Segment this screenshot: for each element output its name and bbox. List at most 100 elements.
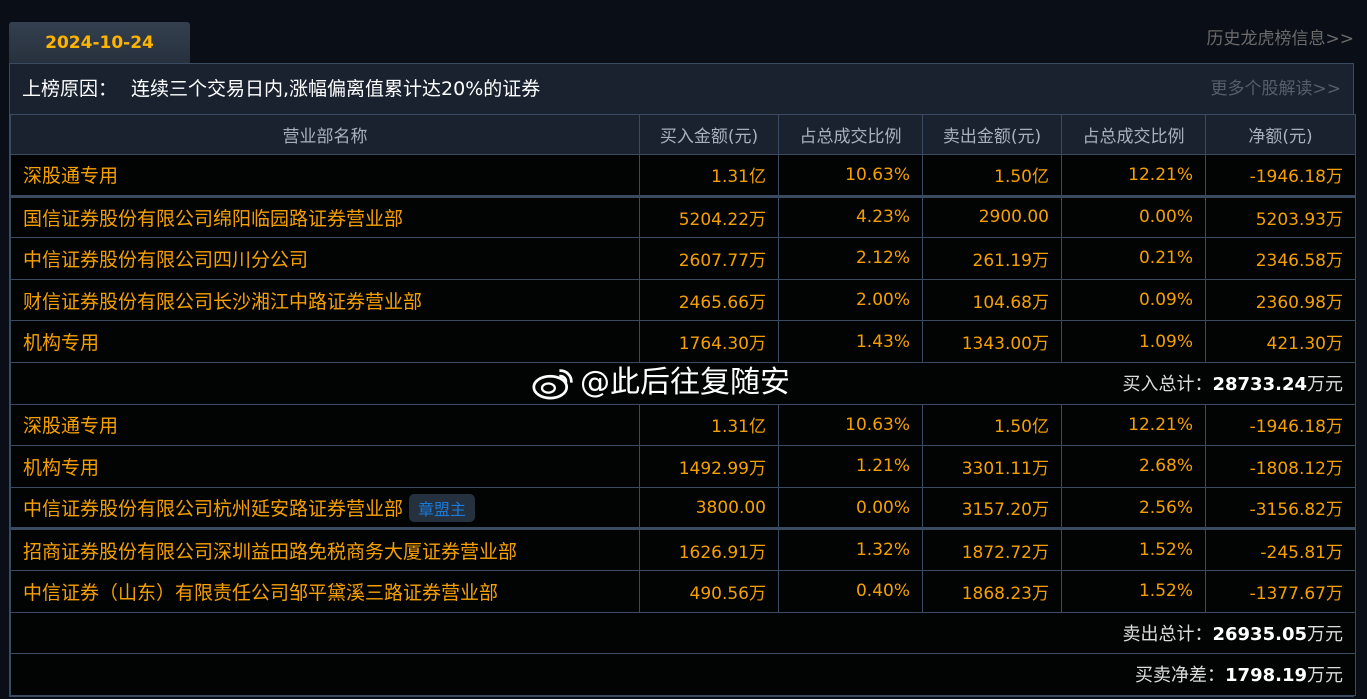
table-row[interactable]: 财信证券股份有限公司长沙湘江中路证券营业部 2465.66万 2.00% 104.68… [10, 278, 1356, 322]
broker-badge[interactable]: 章盟主 [409, 493, 476, 522]
cell-text: 2360.98万 [1255, 292, 1343, 313]
total-label: 买入总计： [1122, 374, 1213, 396]
broker-name: 国信证券股份有限公司绵阳临园路证券营业部 [10, 195, 640, 239]
total-unit: 万元 [1307, 665, 1343, 687]
cell-value: -1946.18万 [1205, 403, 1356, 447]
watermark: @此后往复随安 [532, 365, 790, 401]
cell-text: 2607.77万 [678, 250, 766, 271]
cell-value: 1764.30万 [639, 320, 779, 363]
table-row[interactable]: 深股通专用 1.31亿 10.63% 1.50亿 12.21% -1946.18万 [10, 403, 1356, 447]
cell-value: -1946.18万 [1205, 154, 1356, 198]
cell-value: 0.09% [1061, 278, 1206, 322]
net-total-row-cell: 买卖净差：1798.19万元 [10, 653, 1356, 696]
cell-text: 1.52% [1138, 581, 1193, 602]
table-row[interactable]: 中信证券（山东）有限责任公司邹平黛溪三路证券营业部 490.56万 0.40% 186… [10, 569, 1356, 613]
table-header: 营业部名称 买入金额(元) 占总成交比例 卖出金额(元) 占总成交比例 净额(元) [10, 114, 1356, 155]
cell-value: 2607.77万 [639, 237, 779, 280]
cell-text: 中信证券股份有限公司杭州延安路证券营业部 [23, 497, 404, 520]
cell-value: 1.32% [778, 528, 923, 571]
cell-text: 10.63% [845, 414, 910, 435]
cell-value: -245.81万 [1205, 528, 1356, 571]
cell-text: 深股通专用 [23, 415, 119, 438]
cell-text: 1.31亿 [711, 417, 766, 438]
broker-name: 财信证券股份有限公司长沙湘江中路证券营业部 [10, 278, 640, 322]
cell-value: 1.09% [1061, 320, 1206, 363]
table-row[interactable]: 中信证券股份有限公司杭州延安路证券营业部 章盟主 3800.00 0.00% 3157.… [10, 486, 1356, 531]
cell-value: 4.23% [778, 195, 923, 239]
cell-text: 1868.23万 [961, 583, 1049, 604]
cell-value: 1.52% [1061, 528, 1206, 571]
cell-value: 10.63% [778, 154, 923, 198]
cell-text: -1946.18万 [1249, 167, 1343, 188]
cell-value: 1626.91万 [639, 528, 779, 571]
cell-value: 1868.23万 [922, 569, 1062, 613]
cell-text: 2.68% [1138, 456, 1193, 477]
date-tab[interactable]: 2024-10-24 [9, 22, 190, 64]
cell-text: 261.19万 [972, 250, 1049, 271]
more-link[interactable]: 更多个股解读>> [1210, 79, 1342, 99]
broker-name: 中信证券（山东）有限责任公司邹平黛溪三路证券营业部 [10, 569, 640, 613]
sell-total-row-cell: 卖出总计：26935.05万元 [10, 611, 1356, 655]
cell-text: 12.21% [1128, 164, 1193, 185]
cell-text: 1492.99万 [678, 458, 766, 479]
cell-text: 3800.00 [695, 497, 766, 518]
cell-text: 421.30万 [1266, 334, 1343, 355]
cell-value: 5204.22万 [639, 195, 779, 239]
cell-value: 0.21% [1061, 237, 1206, 280]
cell-value: 2.56% [1061, 486, 1206, 531]
column-header: 卖出金额(元) [922, 114, 1062, 155]
broker-name: 深股通专用 [10, 403, 640, 447]
cell-text: 1.43% [855, 331, 910, 352]
cell-value: 3800.00 [639, 486, 779, 531]
table-row[interactable]: 深股通专用 1.31亿 10.63% 1.50亿 12.21% -1946.18万 [10, 154, 1356, 198]
table-row[interactable]: 中信证券股份有限公司四川分公司 2607.77万 2.12% 261.19万 0.21%… [10, 237, 1356, 280]
cell-text: 1.50亿 [994, 417, 1049, 438]
cell-text: 国信证券股份有限公司绵阳临园路证券营业部 [23, 207, 404, 230]
cell-value: 261.19万 [922, 237, 1062, 280]
cell-value: 2.00% [778, 278, 923, 322]
table-row[interactable]: 国信证券股份有限公司绵阳临园路证券营业部 5204.22万 4.23% 2900.00… [10, 195, 1356, 239]
broker-name: 中信证券股份有限公司杭州延安路证券营业部 章盟主 [10, 486, 640, 531]
table-row[interactable]: 招商证券股份有限公司深圳益田路免税商务大厦证券营业部 1626.91万 1.32% 1… [10, 528, 1356, 571]
cell-text: 0.21% [1138, 248, 1193, 269]
cell-value: 1.50亿 [922, 154, 1062, 198]
cell-text: 机构专用 [23, 456, 100, 479]
cell-value: 1492.99万 [639, 445, 779, 488]
cell-text: 2900.00 [978, 207, 1049, 228]
cell-value: -1808.12万 [1205, 445, 1356, 488]
watermark-text: @此后往复随安 [580, 365, 790, 400]
table-row[interactable]: 机构专用 1764.30万 1.43% 1343.00万 1.09% 421.30万 [10, 320, 1356, 363]
cell-text: 1872.72万 [961, 542, 1049, 563]
broker-table: 营业部名称 买入金额(元) 占总成交比例 卖出金额(元) 占总成交比例 净额(元) 深股通… [10, 114, 1356, 696]
cell-value: -3156.82万 [1205, 486, 1356, 531]
table-row[interactable]: 机构专用 1492.99万 1.21% 3301.11万 2.68% -1808.12万 [10, 445, 1356, 488]
column-header: 营业部名称 [10, 114, 640, 155]
net-total-row: 买卖净差：1798.19万元 [10, 653, 1356, 696]
cell-text: 中信证券（山东）有限责任公司邹平黛溪三路证券营业部 [23, 581, 499, 604]
broker-name: 中信证券股份有限公司四川分公司 [10, 237, 640, 280]
cell-value: 2900.00 [922, 195, 1062, 239]
cell-text: 1.21% [855, 456, 910, 477]
cell-text: 1.31亿 [711, 167, 766, 188]
cell-text: 0.00% [1138, 207, 1193, 228]
reason-bar: 上榜原因： 连续三个交易日内,涨幅偏离值累计达20%的证券 更多个股解读>> [10, 64, 1353, 114]
cell-text: 深股通专用 [23, 165, 119, 188]
cell-text: -3156.82万 [1249, 500, 1343, 521]
cell-value: 12.21% [1061, 403, 1206, 447]
total-value: 26935.05 [1212, 623, 1307, 645]
cell-value: 1.43% [778, 320, 923, 363]
column-header: 占总成交比例 [778, 114, 923, 155]
cell-text: 1764.30万 [678, 334, 766, 355]
cell-value: 3157.20万 [922, 486, 1062, 531]
cell-text: 5203.93万 [1255, 209, 1343, 230]
weibo-logo-icon [532, 368, 573, 399]
cell-value: 0.40% [778, 569, 923, 613]
history-link[interactable]: 历史龙虎榜信息>> [1206, 29, 1355, 49]
cell-value: 3301.11万 [922, 445, 1062, 488]
cell-value: -1377.67万 [1205, 569, 1356, 613]
column-header: 买入金额(元) [639, 114, 779, 155]
cell-text: 2.00% [855, 290, 910, 311]
cell-text: 4.23% [855, 207, 910, 228]
cell-value: 1.31亿 [639, 154, 779, 198]
cell-value: 2360.98万 [1205, 278, 1356, 322]
